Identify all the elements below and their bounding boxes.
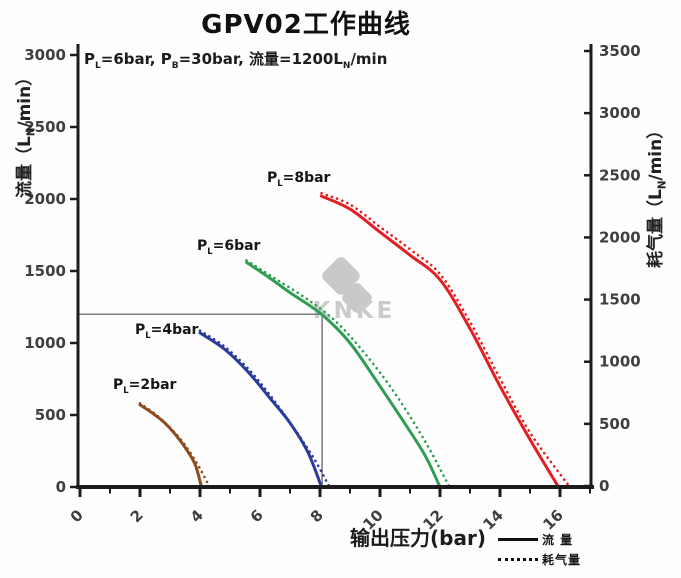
y-right-tick-label: 1500	[599, 291, 641, 309]
subscript: N	[342, 61, 351, 71]
y-left-tick-label: 0	[56, 478, 66, 496]
y-right-tick-label: 1000	[599, 353, 641, 371]
legend-item-air: 耗气量	[498, 549, 581, 569]
legend-swatch-solid-line	[498, 537, 538, 541]
legend-label-flow: 流 量	[542, 532, 574, 547]
subscript: B	[171, 61, 179, 71]
reference-lines	[78, 313, 323, 487]
x-tick-label: 4	[187, 506, 207, 526]
watermark-logo-diamond	[342, 283, 372, 313]
y-right-tick-label: 3500	[599, 42, 641, 60]
y-left-tick-label: 3000	[24, 46, 66, 64]
subscript: N	[657, 180, 669, 190]
y-axis-label-air: 耗气量（LN/min）	[646, 121, 669, 268]
curve-label-pl8bar: PL=8bar	[267, 170, 331, 188]
y-axis-label-flow: 流量（LN/min）	[15, 68, 38, 198]
legend-item-flow: 流 量	[498, 529, 581, 549]
watermark-logo-diamond	[322, 257, 360, 295]
curve-pl2-flow-solid	[138, 403, 203, 489]
x-tick-label: 8	[307, 506, 327, 526]
curve-pl6-flow-solid	[245, 260, 442, 489]
x-axis-label: 输出压力(bar)	[350, 526, 486, 550]
y-right-tick-label: 0	[599, 477, 609, 495]
subscript: L	[277, 177, 283, 188]
curve-label-pl2bar: PL=2bar	[113, 377, 177, 395]
y-left-tick-label: 500	[35, 406, 66, 424]
legend-label-air: 耗气量	[542, 552, 582, 567]
y-right-tick-label: 3000	[599, 104, 641, 122]
legend-swatch-dotted-line	[498, 557, 538, 561]
y-right-tick-label: 500	[599, 415, 630, 433]
y-right-tick-label: 2000	[599, 228, 641, 246]
curve-label-pl6bar: PL=6bar	[197, 238, 261, 256]
curve-pl4-air-dotted	[198, 329, 331, 488]
condition-annotation: PL=6bar, PB=30bar, 流量=1200LN/min	[84, 50, 388, 71]
curve-pl6-air-dotted	[245, 259, 451, 488]
legend: 流 量 耗气量	[498, 529, 581, 569]
y-left-tick-label: 2000	[24, 190, 66, 208]
curve-pl4-flow-solid	[198, 331, 323, 489]
y-left-tick-label: 1500	[24, 262, 66, 280]
subscript: L	[123, 384, 129, 395]
x-tick-label: 6	[247, 506, 267, 526]
subscript: N	[26, 127, 38, 137]
curve-pl8-air-dotted	[320, 192, 571, 488]
x-tick-label: 0	[67, 506, 87, 526]
curve-pl8-flow-solid	[320, 194, 560, 489]
y-left-tick-label: 2500	[24, 118, 66, 136]
y-right-tick-label: 2500	[599, 166, 641, 184]
curve-label-pl4bar: PL=4bar	[135, 322, 199, 340]
subscript: L	[145, 329, 151, 340]
subscript: L	[95, 61, 101, 71]
x-tick-label: 2	[127, 506, 147, 526]
y-left-tick-label: 1000	[24, 334, 66, 352]
subscript: L	[207, 245, 213, 256]
chart-title: GPV02工作曲线	[201, 10, 411, 40]
